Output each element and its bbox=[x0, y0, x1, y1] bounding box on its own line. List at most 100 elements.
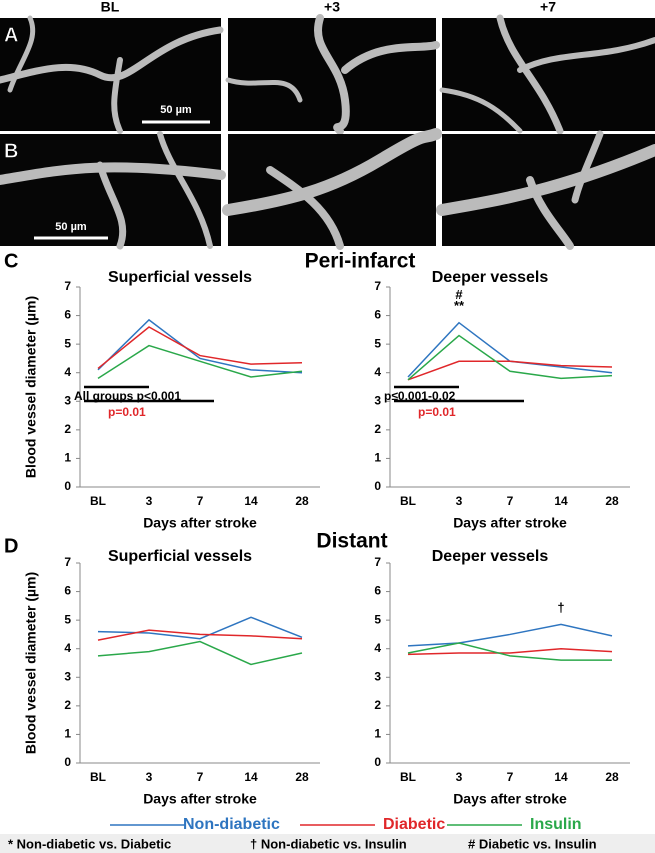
y-tick-label: 6 bbox=[374, 308, 381, 322]
x-tick-label: 3 bbox=[146, 494, 153, 508]
panel-label: D bbox=[4, 535, 18, 557]
series-line bbox=[97, 640, 303, 666]
section-title: Peri-infarct bbox=[305, 250, 416, 273]
x-tick-label: BL bbox=[400, 494, 416, 508]
x-axis-title: Days after stroke bbox=[143, 515, 257, 531]
y-tick-label: 2 bbox=[374, 698, 381, 712]
series-line bbox=[407, 623, 613, 647]
vessel bbox=[157, 131, 213, 249]
y-tick-label: 5 bbox=[64, 336, 71, 350]
y-tick-label: 6 bbox=[374, 584, 381, 598]
series-line bbox=[407, 647, 613, 656]
vessel bbox=[222, 128, 442, 216]
series-line bbox=[97, 616, 303, 640]
y-tick-label: 7 bbox=[64, 555, 71, 569]
y-axis-title: Blood vessel diameter (µm) bbox=[23, 296, 39, 478]
y-tick-label: 4 bbox=[64, 641, 71, 655]
y-tick-label: 0 bbox=[64, 479, 71, 493]
vessel bbox=[571, 130, 604, 204]
y-tick-label: 7 bbox=[374, 279, 381, 293]
vessel bbox=[225, 77, 303, 103]
x-tick-label: 3 bbox=[146, 770, 153, 784]
chart-title: Superficial vessels bbox=[108, 548, 252, 565]
y-tick-label: 3 bbox=[64, 393, 71, 407]
x-tick-label: BL bbox=[400, 770, 416, 784]
image bbox=[442, 18, 655, 131]
x-tick-label: 7 bbox=[197, 770, 204, 784]
x-tick-label: 28 bbox=[605, 494, 619, 508]
x-tick-label: BL bbox=[90, 770, 106, 784]
x-tick-label: 3 bbox=[456, 770, 463, 784]
vessel bbox=[266, 166, 344, 250]
image-row-a: 50 µm bbox=[0, 14, 655, 135]
y-tick-label: 7 bbox=[374, 555, 381, 569]
x-tick-label: 14 bbox=[244, 770, 258, 784]
y-tick-label: 0 bbox=[64, 755, 71, 769]
y-tick-label: 5 bbox=[374, 336, 381, 350]
vessel bbox=[96, 161, 127, 250]
y-axis-title: Blood vessel diameter (µm) bbox=[23, 572, 39, 754]
image-row-b: 50 µm bbox=[0, 128, 655, 250]
section-title: Distant bbox=[316, 530, 387, 553]
y-tick-label: 2 bbox=[374, 422, 381, 436]
x-tick-label: 3 bbox=[456, 494, 463, 508]
panel-label: C bbox=[4, 250, 18, 272]
significance-marker: ** bbox=[454, 298, 465, 313]
y-tick-label: 5 bbox=[374, 612, 381, 626]
footnote: † Non-diabetic vs. Insulin bbox=[250, 836, 407, 851]
x-axis-title: Days after stroke bbox=[143, 791, 257, 807]
vessel bbox=[7, 15, 36, 93]
x-tick-label: 7 bbox=[507, 494, 514, 508]
chart-title: Deeper vessels bbox=[432, 548, 549, 565]
panel-label: B bbox=[4, 140, 18, 162]
vessel bbox=[0, 26, 224, 84]
x-tick-label: BL bbox=[90, 494, 106, 508]
y-tick-label: 1 bbox=[64, 451, 71, 465]
x-tick-label: 14 bbox=[244, 494, 258, 508]
vessel bbox=[341, 41, 440, 74]
panel-label: A bbox=[4, 24, 18, 46]
annotation: p=0.01 bbox=[418, 405, 456, 419]
significance-marker: # bbox=[455, 287, 463, 302]
vessel bbox=[526, 176, 574, 250]
footnote: # Diabetic vs. Insulin bbox=[468, 836, 597, 851]
y-tick-label: 5 bbox=[64, 612, 71, 626]
x-tick-label: 14 bbox=[554, 770, 568, 784]
legend-label: Non-diabetic bbox=[183, 816, 280, 833]
y-tick-label: 3 bbox=[64, 669, 71, 683]
y-tick-label: 1 bbox=[374, 727, 381, 741]
vessel bbox=[517, 37, 655, 73]
annotation: p=0.01 bbox=[108, 405, 146, 419]
series-line bbox=[407, 360, 613, 381]
y-tick-label: 1 bbox=[374, 451, 381, 465]
y-tick-label: 2 bbox=[64, 698, 71, 712]
series-line bbox=[97, 326, 303, 370]
series-line bbox=[97, 318, 303, 374]
vessel bbox=[496, 14, 564, 135]
legend-label: Diabetic bbox=[383, 816, 445, 833]
column-label: BL bbox=[101, 0, 120, 15]
x-tick-label: 7 bbox=[197, 494, 204, 508]
y-tick-label: 4 bbox=[374, 365, 381, 379]
y-tick-label: 3 bbox=[374, 669, 381, 683]
chart-title: Superficial vessels bbox=[108, 269, 252, 286]
footnote: * Non-diabetic vs. Diabetic bbox=[8, 836, 171, 851]
x-axis-title: Days after stroke bbox=[453, 791, 567, 807]
series-line bbox=[97, 629, 303, 641]
significance-marker: † bbox=[557, 600, 564, 615]
y-tick-label: 4 bbox=[374, 641, 381, 655]
annotation: All groups p<0.001 bbox=[74, 389, 181, 403]
column-label: +7 bbox=[540, 0, 556, 15]
vessel bbox=[439, 87, 523, 134]
scale-label: 50 µm bbox=[55, 221, 87, 233]
x-tick-label: 28 bbox=[295, 494, 309, 508]
image bbox=[228, 18, 436, 131]
series-line bbox=[407, 334, 613, 381]
y-tick-label: 4 bbox=[64, 365, 71, 379]
y-tick-label: 0 bbox=[374, 755, 381, 769]
column-label: +3 bbox=[324, 0, 340, 15]
legend-label: Insulin bbox=[530, 816, 582, 833]
x-tick-label: 7 bbox=[507, 770, 514, 784]
series-line bbox=[407, 642, 612, 661]
